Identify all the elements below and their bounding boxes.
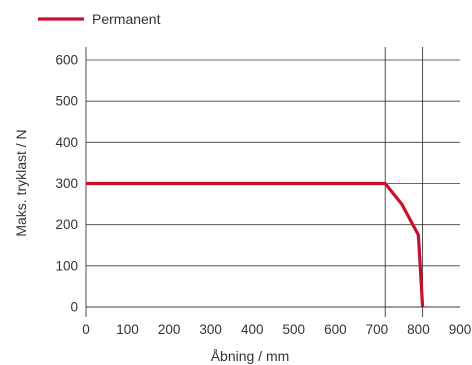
x-tick-label: 700 [366,322,389,337]
gridlines [86,59,460,267]
x-tick-label: 600 [324,322,347,337]
x-tick-label: 300 [199,322,222,337]
x-tick-label: 100 [116,322,139,337]
y-tick-label: 500 [55,94,78,109]
series-line-permanent [86,181,425,308]
y-tick-label: 600 [55,53,78,68]
y-tick-label: 0 [70,300,78,315]
y-tick-label: 200 [55,217,78,232]
x-tick-label: 200 [158,322,181,337]
legend: Permanent [38,11,161,27]
x-tick-label: 400 [241,322,264,337]
y-tick-label: 300 [55,176,78,191]
x-tick-label: 500 [283,322,306,337]
series-group [86,181,425,308]
y-axis-title: Maks. tryklast / N [13,129,29,236]
x-tick-label: 900 [449,322,472,337]
reference-lines [384,47,424,317]
y-tick-label: 400 [55,135,78,150]
y-tick-labels: 0 100 200 300 400 500 600 [55,53,78,315]
x-axis-title: Åbning / mm [211,348,290,364]
legend-label: Permanent [92,11,161,27]
x-tick-label: 0 [82,322,90,337]
x-tick-labels: 0 100 200 300 400 500 600 700 800 900 [82,322,471,337]
y-tick-label: 100 [55,258,78,273]
x-tick-label: 800 [407,322,430,337]
